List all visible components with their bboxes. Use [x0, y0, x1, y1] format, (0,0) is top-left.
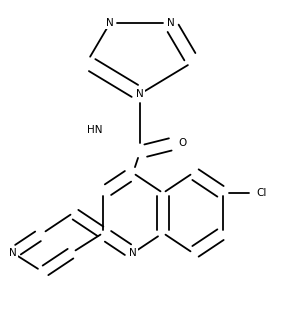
- Text: O: O: [178, 138, 187, 148]
- Text: N: N: [136, 89, 144, 99]
- Text: N: N: [167, 18, 174, 28]
- Text: HN: HN: [87, 125, 103, 135]
- Text: N: N: [9, 248, 17, 258]
- Text: N: N: [106, 18, 113, 28]
- Text: N: N: [129, 248, 137, 258]
- Text: Cl: Cl: [256, 188, 267, 198]
